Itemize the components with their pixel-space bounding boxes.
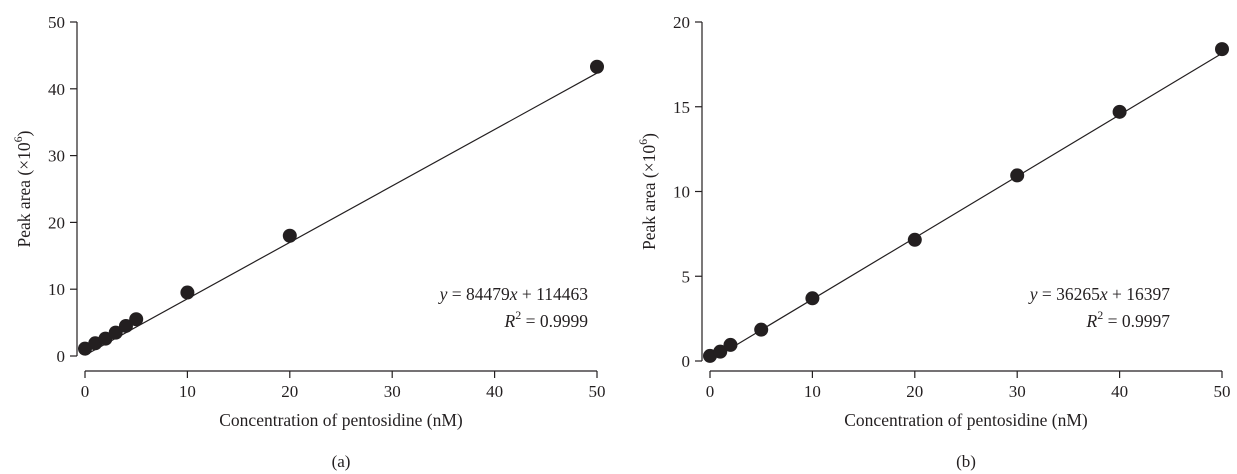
y-tick-label: 10 — [48, 280, 65, 299]
regression-line — [709, 52, 1223, 362]
y-tick-label: 5 — [682, 267, 691, 286]
x-tick-label: 30 — [1009, 382, 1026, 401]
y-tick-label: 10 — [673, 183, 690, 202]
data-point — [907, 232, 922, 247]
y-tick-label: 15 — [673, 98, 690, 117]
x-tick-label: 20 — [281, 382, 298, 401]
regression-equation: y = 84479x + 114463 — [438, 284, 589, 304]
regression-line — [84, 72, 598, 356]
panel-label: (b) — [956, 452, 976, 471]
r-squared-label: R2 = 0.9997 — [1086, 308, 1171, 331]
x-tick-label: 40 — [486, 382, 503, 401]
data-point — [118, 318, 133, 333]
panel-a: 0 10 20 30 40 50 0 10 20 30 40 50 Concentration of p… — [11, 13, 606, 471]
x-tick-label: 30 — [384, 382, 401, 401]
x-tick-label: 10 — [804, 382, 821, 401]
data-point — [590, 59, 604, 74]
panel-b: 0 5 10 15 20 0 10 20 30 40 50 Concentration of pent… — [636, 13, 1231, 471]
x-axis-title: Concentration of pentosidine (nM) — [219, 410, 463, 430]
data-point — [805, 291, 820, 306]
x-tick-label: 40 — [1111, 382, 1128, 401]
data-point — [98, 331, 113, 346]
y-axis-title: Peak area (×106) — [11, 130, 34, 247]
y-tick-label: 30 — [48, 147, 65, 166]
data-point — [129, 312, 144, 327]
x-tick-label: 20 — [906, 382, 923, 401]
regression-equation: y = 36265x + 16397 — [1028, 284, 1171, 304]
x-tick-label: 50 — [589, 382, 606, 401]
x-tick-label: 0 — [706, 382, 715, 401]
y-tick-label: 50 — [48, 13, 65, 32]
y-tick-label: 40 — [48, 80, 65, 99]
y-tick-label: 20 — [48, 213, 65, 232]
data-point — [282, 228, 297, 243]
data-point — [108, 325, 123, 340]
r-squared-label: R2 = 0.9999 — [504, 308, 589, 331]
y-tick-label: 20 — [673, 13, 690, 32]
x-tick-label: 0 — [81, 382, 90, 401]
data-point — [1215, 42, 1229, 57]
x-tick-label: 10 — [179, 382, 196, 401]
data-point — [1010, 168, 1025, 183]
x-tick-label: 50 — [1214, 382, 1231, 401]
data-point — [713, 344, 728, 359]
data-point — [754, 322, 769, 337]
x-axis-title: Concentration of pentosidine (nM) — [844, 410, 1088, 430]
data-point — [1112, 104, 1127, 119]
y-axis-title: Peak area (×106) — [636, 133, 659, 250]
y-tick-label: 0 — [57, 347, 66, 366]
y-tick-label: 0 — [682, 352, 691, 371]
data-point — [180, 285, 195, 300]
panel-label: (a) — [332, 452, 351, 471]
data-point — [723, 337, 738, 352]
